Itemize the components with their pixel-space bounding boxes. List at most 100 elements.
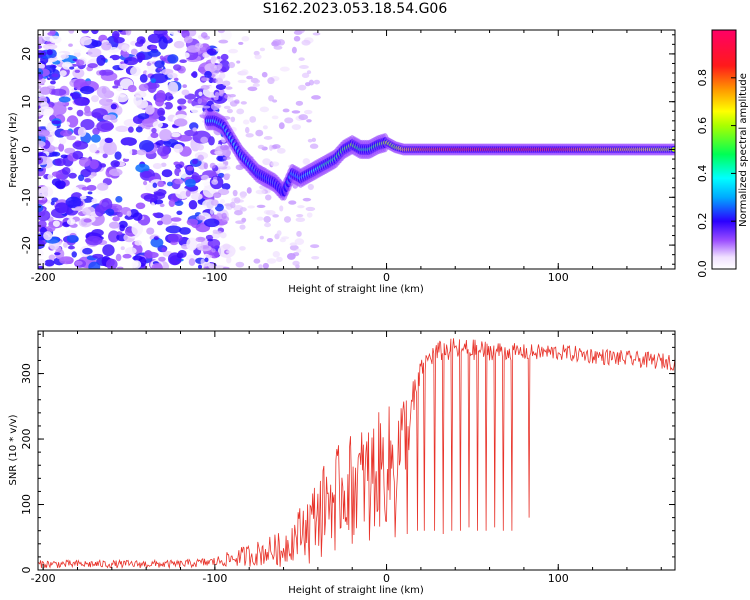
- spectrogram-cell: [54, 202, 69, 214]
- spectrogram-cell: [88, 206, 94, 210]
- spectrogram-cell: [236, 108, 245, 115]
- spectrogram-cell: [246, 187, 252, 194]
- spectrogram-cell: [307, 183, 314, 191]
- spectrogram-cell: [197, 154, 204, 162]
- spectrogram-cell: [143, 180, 148, 186]
- spectrogram-cell: [115, 94, 129, 103]
- spectrogram-cell: [141, 170, 153, 179]
- spectrogram-cell: [223, 105, 231, 110]
- spectrogram-cell: [145, 104, 155, 115]
- spectrogram-cell: [63, 121, 71, 126]
- spectrogram-cell: [186, 237, 198, 251]
- spectrogram-cell: [167, 233, 183, 243]
- spectrogram-cell: [291, 124, 302, 130]
- spectrogram-cell: [152, 162, 163, 170]
- spectrogram-cell: [185, 146, 190, 150]
- spectrogram-cell: [181, 89, 190, 96]
- spectrogram-cell: [146, 62, 152, 67]
- spectrogram-cell: [38, 140, 46, 148]
- spectrogram-cell: [71, 251, 77, 258]
- colorbar-tick-label: 0.8: [696, 69, 709, 87]
- spectrogram-cell: [78, 174, 85, 182]
- spectrogram-cell: [116, 266, 124, 269]
- spectrogram-cell: [233, 197, 241, 204]
- spectrogram-cell: [156, 220, 164, 226]
- spectrogram-cell: [219, 199, 226, 204]
- spectrogram-cell: [252, 79, 261, 84]
- spectrogram-cell: [136, 149, 147, 156]
- spectrogram-cell: [131, 260, 142, 269]
- spectrogram-cell: [175, 187, 190, 200]
- y-tick-label: -10: [20, 188, 33, 206]
- spectrogram-cell: [74, 69, 81, 73]
- spectrogram-cell: [206, 48, 217, 56]
- spectrogram-cell: [312, 32, 321, 36]
- spectrogram-cell: [161, 247, 167, 253]
- colorbar: 0.0 0.2 0.4 0.6 0.8 Normalized spectral ampl…: [696, 29, 749, 278]
- spectrogram-cell: [211, 67, 220, 75]
- spectrogram-cell: [96, 182, 109, 191]
- spectrogram-cell: [289, 244, 299, 251]
- spectrogram-cell: [115, 253, 122, 262]
- spectrogram-cell: [195, 236, 206, 243]
- spectrogram-cell: [294, 30, 305, 34]
- spectrogram-plot-area: [38, 30, 675, 269]
- spectrogram-cell: [297, 84, 307, 91]
- y-tick-label: 0: [20, 567, 33, 574]
- spectrogram-cell: [273, 45, 283, 50]
- spectrogram-cell: [165, 225, 182, 234]
- spectrogram-cell: [157, 107, 166, 117]
- spectrogram-cell: [102, 153, 108, 159]
- x-tick-label: 100: [548, 271, 569, 284]
- spectrogram-cell: [159, 203, 165, 208]
- spectrogram-cell: [150, 237, 164, 248]
- spectrogram-cell: [125, 247, 137, 255]
- spectrogram-cell: [38, 129, 50, 137]
- y-tick-label: 0: [20, 146, 33, 153]
- spectrogram-cell: [247, 205, 255, 209]
- spectrogram-x-axis: -200 -100 0 100: [31, 263, 662, 284]
- spectrogram-cell: [224, 203, 233, 207]
- colorbar-label: Normalized spectral amplitude: [738, 73, 749, 227]
- spectrogram-cell: [247, 86, 258, 92]
- spectrogram-cell: [306, 119, 312, 123]
- spectrogram-cell: [175, 164, 183, 169]
- spectrogram-cell: [239, 246, 246, 251]
- spectrogram-cell: [150, 78, 157, 84]
- spectrogram-cell: [68, 30, 75, 34]
- spectrogram-cell: [210, 103, 220, 111]
- x-tick-label: -100: [202, 572, 227, 585]
- spectrogram-cell: [255, 189, 266, 195]
- spectrogram-cell: [179, 227, 191, 235]
- spectrogram-cell: [72, 49, 82, 53]
- x-tick-label: 100: [548, 572, 569, 585]
- spectrogram-cell: [202, 185, 216, 198]
- spectrogram-cell: [88, 261, 101, 269]
- spectrogram-cell: [222, 266, 230, 269]
- spectrogram-cell: [115, 196, 123, 203]
- spectrogram-cell: [104, 137, 113, 144]
- spectrogram-cell: [150, 132, 159, 139]
- spectrogram-cell: [59, 70, 67, 77]
- spectrogram-cell: [212, 192, 222, 199]
- spectrogram-cell: [72, 141, 89, 150]
- snr-x-axis-label: Height of straight line (km): [288, 585, 424, 596]
- spectrogram-cell: [292, 260, 300, 266]
- spectrogram-cell: [44, 259, 55, 267]
- spectrogram-cell: [203, 218, 220, 228]
- spectrogram-cell: [137, 113, 150, 120]
- spectrogram-cell: [187, 99, 193, 104]
- spectrogram-cell: [59, 129, 73, 137]
- spectrogram-cell: [208, 263, 215, 269]
- spectrogram-cell: [259, 235, 264, 240]
- spectrogram-cell: [265, 210, 276, 216]
- spectrogram-cell: [84, 178, 92, 183]
- spectrogram-cell: [157, 180, 165, 188]
- spectrogram-cell: [99, 98, 113, 106]
- spectrogram-cell: [295, 217, 306, 223]
- spectrogram-cell: [151, 263, 163, 269]
- spectrogram-cell: [219, 232, 227, 239]
- spectrogram-cell: [246, 75, 253, 80]
- spectrogram-cell: [209, 208, 215, 215]
